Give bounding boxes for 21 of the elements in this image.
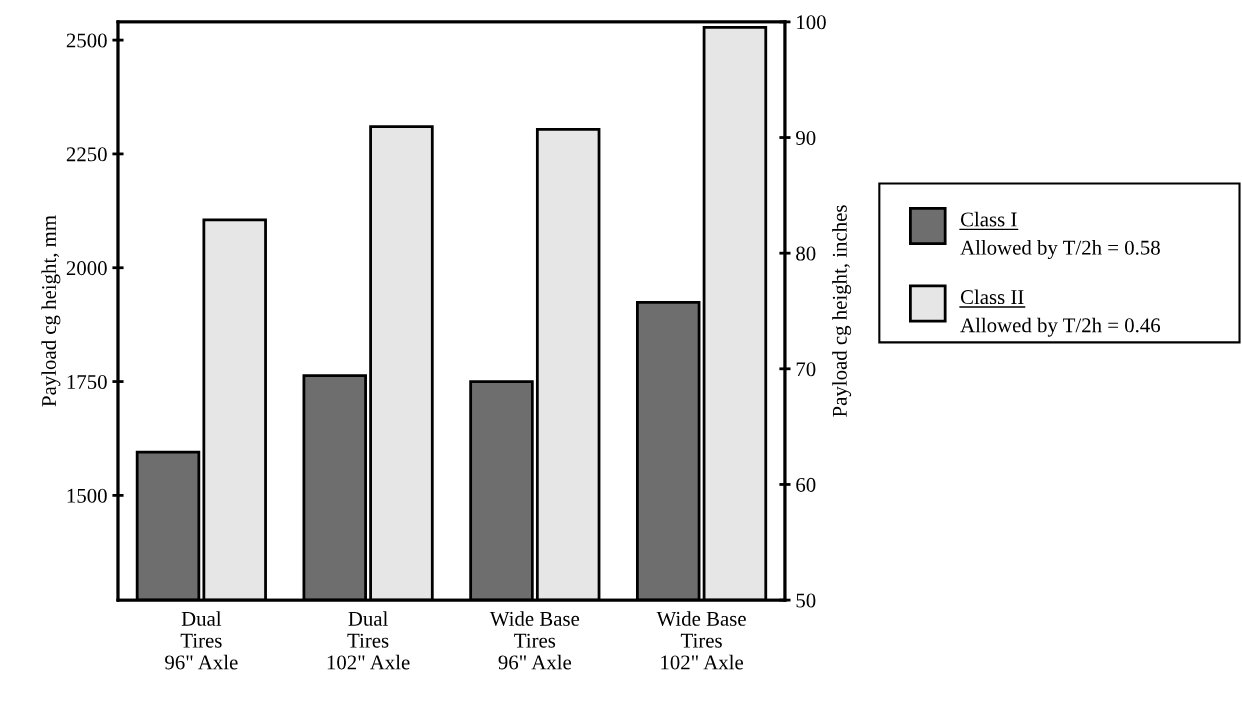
y-tick-label: 2500 <box>66 33 107 48</box>
y-axis-title: Payload cg height, mm <box>41 215 61 407</box>
text: Allowed by T/2h = 0.58 <box>960 240 1160 259</box>
text: Allowed by T/2h = 0.46 <box>960 317 1161 337</box>
y2-tick-label: 90 <box>796 130 816 145</box>
x-tick-label: Wide Base Tires 96" Axle <box>489 611 580 670</box>
x-tick-label: Dual Tires 102" Axle <box>327 611 410 670</box>
legend-label: Class I <box>960 211 1017 227</box>
y-tick-label: 2250 <box>66 147 107 162</box>
y-tick-label: 2000 <box>66 261 107 276</box>
y2-tick-label: 80 <box>796 246 816 261</box>
y-tick-label: 1500 <box>67 488 107 503</box>
y2-tick-label: 100 <box>797 15 826 30</box>
x-tick-label: Wide Base Tires 102" Axle <box>656 611 746 670</box>
y2-tick-label: 50 <box>796 593 816 608</box>
y2-tick-label: 60 <box>796 477 816 492</box>
y-tick-label: 1750 <box>67 374 107 389</box>
y2-axis-title: Payload cg height, inches <box>832 205 852 417</box>
x-tick-label: Dual Tires 96" Axle <box>165 611 238 670</box>
y2-tick-label: 70 <box>796 362 816 377</box>
legend-label: Class II <box>960 289 1024 305</box>
